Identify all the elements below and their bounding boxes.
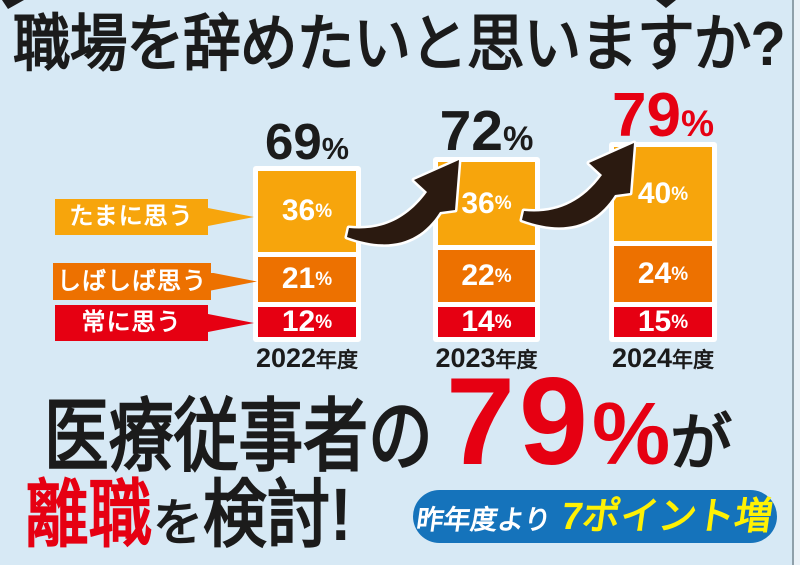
percent-sign: % — [671, 183, 689, 205]
stacked-bar-2022: 36% 21% 12% — [253, 166, 361, 342]
segment-sometimes-2023: 36% — [438, 162, 535, 246]
segment-always-2023: 14% — [438, 307, 535, 337]
segment-value: 40 — [637, 177, 672, 211]
total-label-2024: 79% — [599, 85, 727, 147]
total-label-2022: 69% — [243, 116, 371, 167]
pointer-arrow-icon — [208, 208, 254, 226]
segment-often-2024: 24% — [614, 246, 712, 302]
headline-text: 検討! — [203, 473, 352, 556]
headline-text: を — [153, 495, 203, 551]
legend-item-sometimes: たまに思う — [55, 199, 254, 235]
percent-sign: % — [494, 265, 512, 287]
legend-label: たまに思う — [69, 203, 194, 230]
headline-text: が — [670, 409, 733, 478]
headline-line2: 離職を検討! — [25, 478, 376, 552]
top-edge-artifact — [656, 0, 676, 8]
percent-sign: % — [494, 311, 512, 333]
segment-value: 24 — [637, 257, 672, 291]
percent-sign: % — [671, 263, 689, 285]
segment-value: 36 — [281, 194, 316, 228]
stacked-bar-2024: 40% 24% 15% — [609, 142, 717, 342]
year-label-2024: 2024年度 — [599, 345, 727, 372]
page-edge-line — [792, 0, 794, 565]
percent-sign: % — [503, 120, 534, 158]
headline-text: 医療従事者の — [44, 392, 433, 481]
percent-sign: % — [315, 268, 333, 290]
legend-label: しばしば思う — [57, 267, 207, 295]
badge-prefix: 昨年度より — [414, 504, 554, 535]
percent-sign: % — [671, 311, 689, 333]
year-label-2023: 2023年度 — [423, 345, 550, 372]
segment-always-2024: 15% — [614, 307, 712, 337]
total-value: 69 — [265, 113, 322, 170]
page-title: 職場を辞めたいと思いますか? — [13, 10, 786, 79]
badge-highlight: 7ポイント増 — [558, 495, 776, 538]
year-suffix: 年度 — [495, 349, 538, 372]
segment-value: 12 — [281, 305, 316, 338]
percent-sign: % — [315, 200, 333, 222]
percent-sign: % — [680, 102, 715, 144]
headline-rishoku: 離職 — [25, 473, 153, 556]
percent-sign: % — [321, 132, 349, 166]
headline-79: 79 — [446, 353, 592, 491]
segment-value: 36 — [461, 186, 495, 220]
pointer-arrow-icon — [211, 272, 257, 291]
increase-badge: 昨年度より 7ポイント増 — [413, 490, 777, 543]
year-label-2022: 2022年度 — [243, 345, 371, 372]
total-value: 79 — [611, 81, 681, 150]
year-suffix: 年度 — [316, 349, 359, 372]
headline-line1: 医療従事者の 79%が — [44, 360, 732, 484]
year-suffix: 年度 — [672, 349, 715, 372]
pointer-arrow-icon — [208, 314, 254, 332]
legend-item-always: 常に思う — [55, 305, 254, 341]
segment-value: 21 — [281, 262, 316, 296]
total-label-2023: 72% — [423, 103, 550, 160]
total-value: 72 — [439, 99, 503, 163]
segment-value: 14 — [461, 305, 495, 338]
percent-sign: % — [315, 311, 333, 333]
segment-sometimes-2024: 40% — [614, 147, 712, 242]
increase-badge-text: 昨年度より 7ポイント増 — [414, 495, 776, 538]
segment-value: 22 — [461, 259, 495, 293]
segment-value: 15 — [637, 305, 672, 338]
legend-item-often: しばしば思う — [53, 263, 257, 300]
segment-often-2023: 22% — [438, 250, 535, 302]
legend-label: 常に思う — [81, 309, 182, 336]
year-value: 2024 — [611, 343, 673, 373]
top-edge-artifact — [2, 0, 24, 9]
segment-sometimes-2022: 36% — [258, 171, 356, 252]
year-value: 2022 — [255, 343, 317, 373]
year-value: 2023 — [435, 343, 496, 373]
percent-sign: % — [494, 193, 512, 215]
percent-sign: % — [591, 384, 671, 483]
segment-always-2022: 12% — [258, 307, 356, 337]
segment-often-2022: 21% — [258, 256, 356, 302]
stacked-bar-2023: 36% 22% 14% — [433, 157, 540, 342]
page-edge — [794, 0, 800, 565]
